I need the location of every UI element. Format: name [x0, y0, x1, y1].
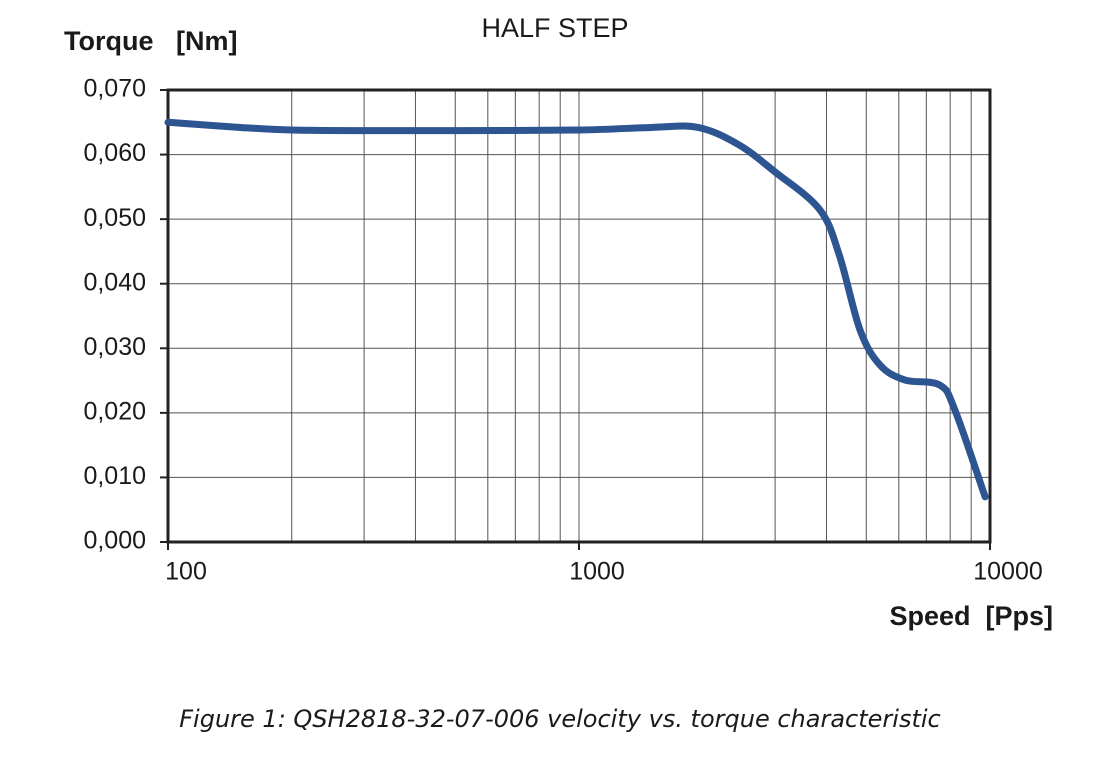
y-tick-label: 0,000	[83, 527, 146, 555]
y-tick-label: 0,020	[83, 397, 146, 425]
caption: Figure 1: QSH2818-32-07-006 velocity vs.…	[179, 705, 940, 733]
y-tick-label: 0,050	[83, 204, 146, 232]
y-tick-label: 0,040	[83, 268, 146, 296]
y-tick-label: 0,010	[83, 462, 146, 490]
y-tick-label: 0,060	[83, 139, 146, 167]
y-tick-label: 0,070	[83, 75, 146, 103]
plot-frame	[166, 88, 992, 544]
torque-curve	[164, 118, 989, 501]
chart-title: HALF STEP	[481, 13, 628, 43]
x-tick-label: 100	[165, 558, 207, 586]
y-tick-label: 0,030	[83, 333, 146, 361]
x-axis-label: Speed [Pps]	[889, 601, 1053, 631]
x-tick-label: 1000	[569, 558, 625, 586]
y-axis-label: Torque [Nm]	[64, 26, 237, 56]
x-tick-label: 10000	[973, 558, 1043, 586]
